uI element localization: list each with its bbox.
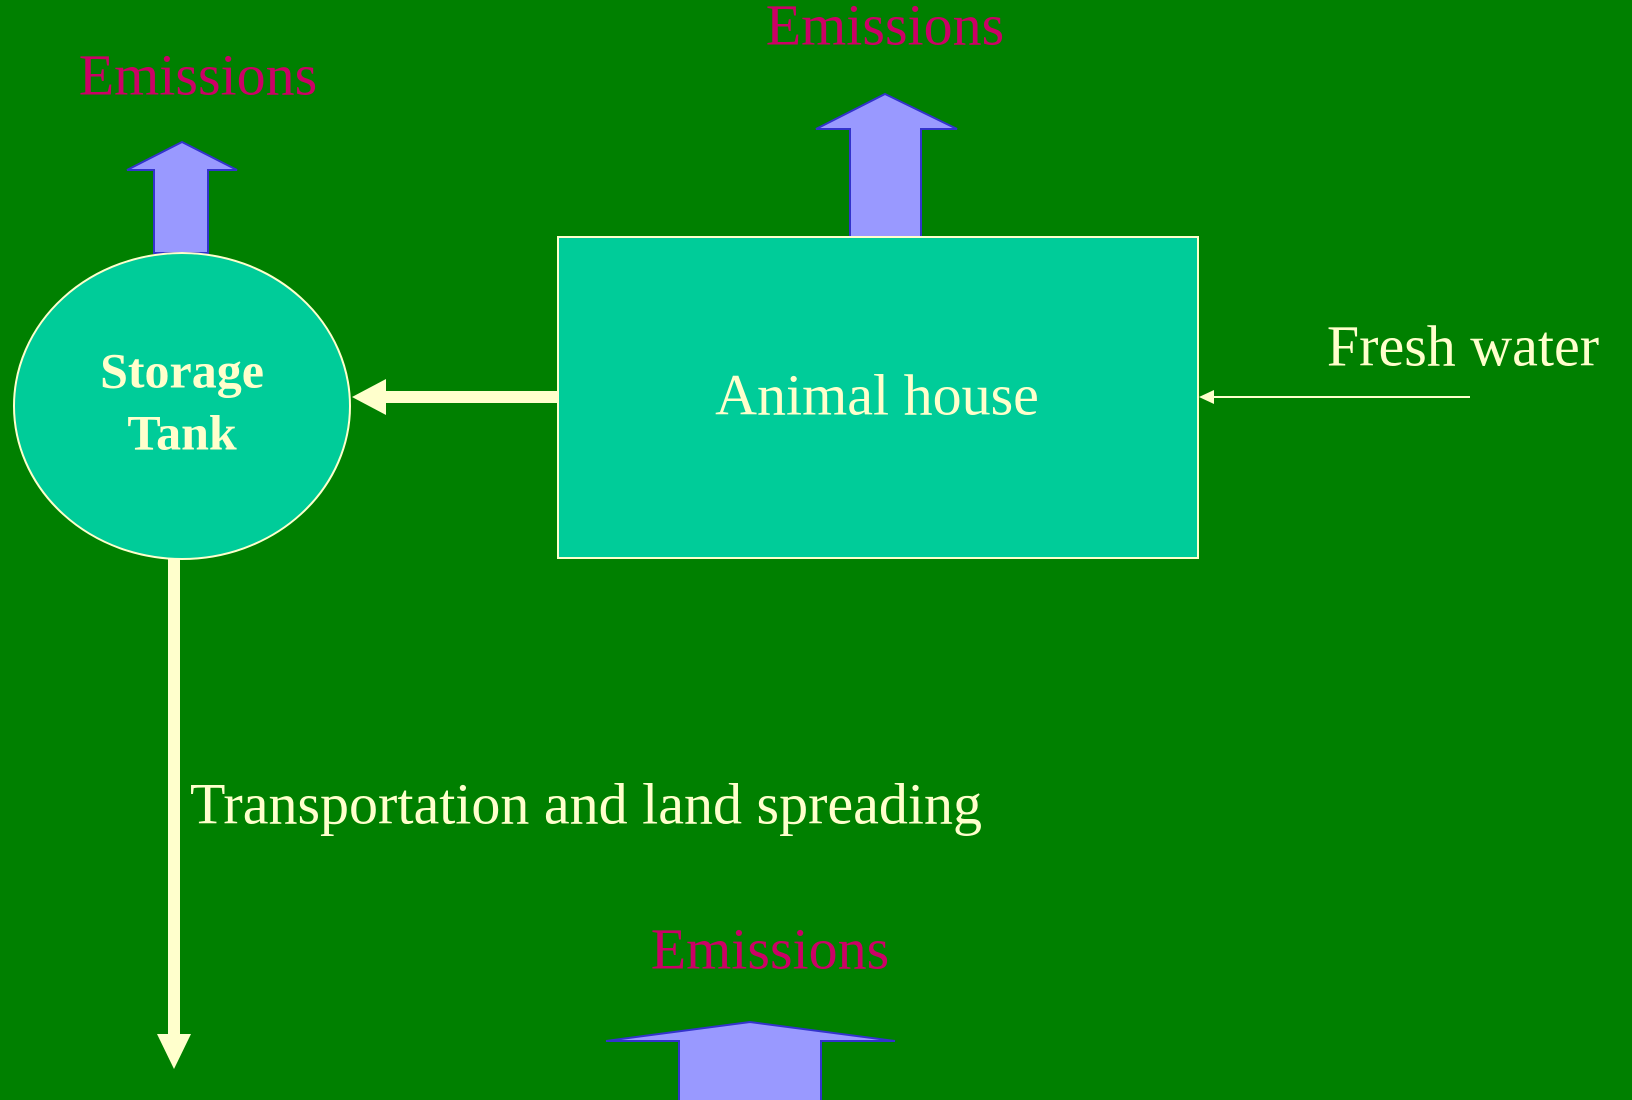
storage-tank — [13, 252, 351, 560]
emissions-label: Emissions — [766, 0, 1005, 57]
emission-arrow — [815, 92, 958, 238]
fresh-water-label: Fresh water — [1327, 313, 1599, 378]
arrow-head — [157, 1034, 191, 1069]
emissions-label: Emissions — [79, 42, 318, 107]
node-label: Animal house — [715, 362, 1039, 427]
arrow-head — [1199, 390, 1214, 404]
arrow-head — [352, 379, 386, 415]
transport-label: Transportation and land spreading — [190, 771, 982, 836]
emission-arrow — [126, 140, 238, 254]
node-label: Storage — [100, 342, 264, 398]
animal-house — [557, 236, 1199, 559]
node-label: Tank — [127, 404, 237, 460]
emission-arrow — [605, 1020, 896, 1100]
emissions-label: Emissions — [651, 916, 890, 981]
